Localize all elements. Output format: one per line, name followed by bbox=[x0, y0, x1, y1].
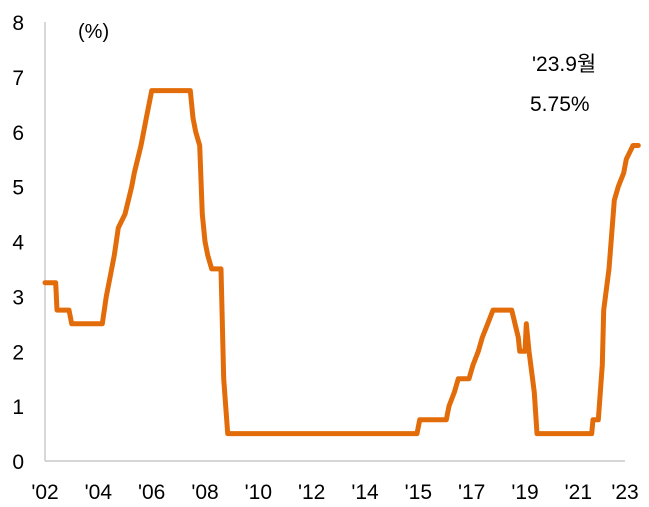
x-tick-label: '02 bbox=[31, 481, 58, 504]
x-tick-label: '12 bbox=[298, 481, 325, 504]
x-tick-labels: '02 '04 '06 '08 '10 '12 '14 '15 '17 '19 '21 '23 bbox=[31, 481, 638, 504]
y-tick-label: 6 bbox=[12, 122, 24, 145]
y-tick-label: 1 bbox=[12, 396, 24, 419]
annotation-date: '23.9월 bbox=[532, 53, 596, 76]
y-tick-label: 3 bbox=[12, 286, 24, 309]
y-tick-label: 7 bbox=[12, 67, 24, 90]
y-tick-label: 0 bbox=[12, 451, 24, 474]
x-tick-label: '21 bbox=[565, 481, 592, 504]
y-tick-label: 5 bbox=[12, 177, 24, 200]
y-unit-label: (%) bbox=[78, 21, 109, 43]
x-tick-label: '19 bbox=[511, 481, 538, 504]
x-tick-label: '15 bbox=[405, 481, 432, 504]
y-tick-label: 4 bbox=[12, 232, 24, 255]
x-tick-label: '04 bbox=[85, 481, 113, 504]
y-tick-labels: 0 1 2 3 4 5 6 7 8 bbox=[12, 12, 24, 474]
y-tick-label: 2 bbox=[12, 341, 24, 364]
series-line bbox=[42, 88, 641, 437]
y-tick-label: 8 bbox=[12, 12, 24, 35]
x-tick-label: '10 bbox=[245, 481, 272, 504]
x-tick-label: '08 bbox=[191, 481, 218, 504]
x-tick-label: '06 bbox=[138, 481, 165, 504]
x-tick-label: '23 bbox=[611, 481, 638, 504]
x-tick-label: '17 bbox=[458, 481, 485, 504]
annotation-value: 5.75% bbox=[530, 93, 590, 116]
series-group bbox=[42, 88, 641, 437]
x-tick-label: '14 bbox=[351, 481, 379, 504]
